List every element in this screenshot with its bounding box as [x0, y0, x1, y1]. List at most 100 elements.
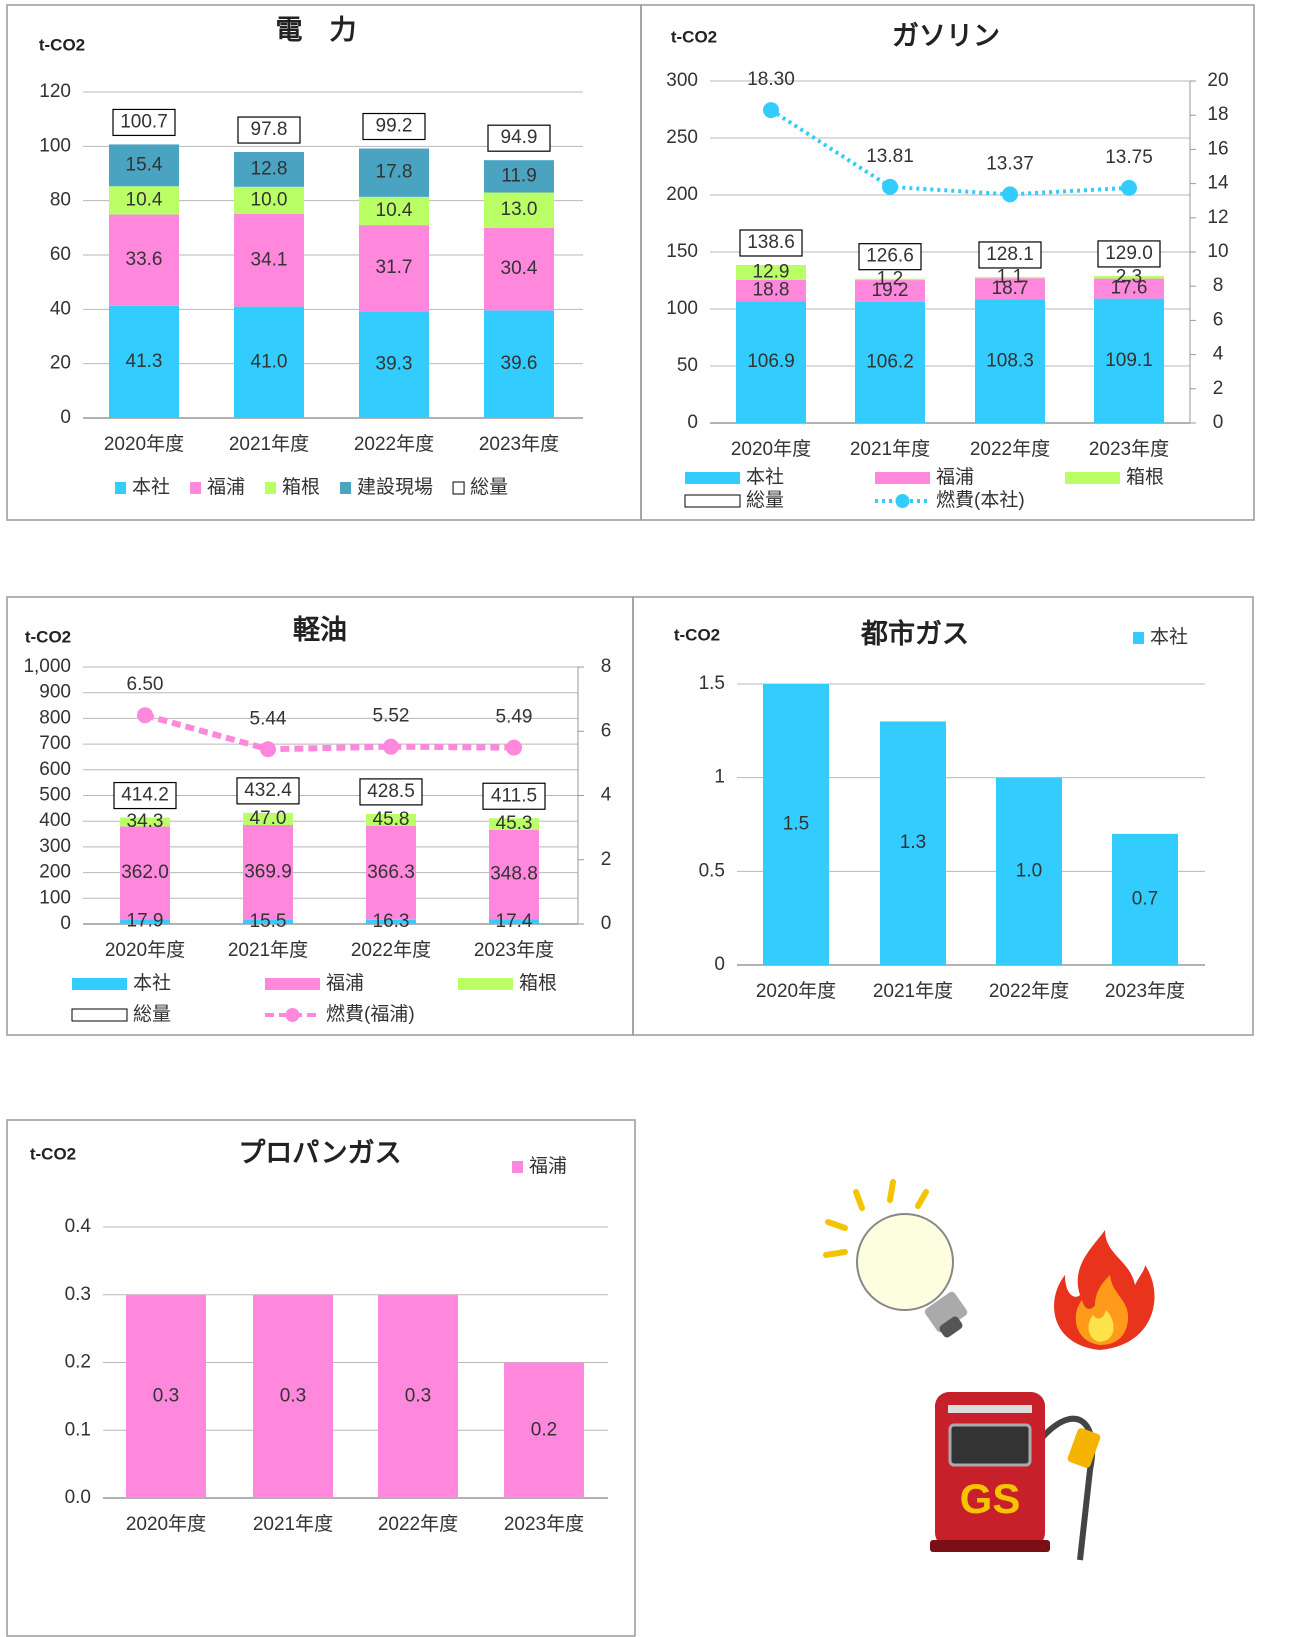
x-tick-label: 2021年度 [253, 1513, 333, 1535]
total-label: 138.6 [747, 232, 795, 253]
illustrations: GS [826, 1182, 1155, 1560]
x-tick-label: 2020年度 [105, 939, 185, 961]
y-tick-label: 0.3 [65, 1284, 91, 1305]
y-tick-label: 100 [39, 887, 71, 908]
legend-swatch [190, 482, 201, 494]
legend-label: 本社 [132, 476, 170, 498]
value-label: 109.1 [1105, 350, 1153, 371]
value-label: 1.2 [877, 268, 903, 289]
line-value-label: 5.52 [373, 706, 410, 727]
value-label: 0.7 [1132, 888, 1158, 909]
legend-label: 本社 [746, 466, 784, 488]
value-label: 13.0 [501, 199, 538, 220]
value-label: 10.0 [251, 189, 288, 210]
y-tick-label: 0 [714, 954, 725, 975]
y2-tick-label: 12 [1207, 207, 1228, 228]
y-tick-label: 0.4 [65, 1216, 92, 1237]
legend-swatch [265, 482, 276, 494]
x-tick-label: 2023年度 [1105, 980, 1185, 1002]
legend-label: 箱根 [282, 476, 320, 498]
y-tick-label: 60 [50, 244, 71, 265]
line-value-label: 18.30 [747, 69, 795, 90]
chart-panel: 軽油t-CO201002003004005006007008009001,000… [7, 597, 633, 1035]
value-label: 34.3 [127, 811, 164, 832]
y2-tick-label: 2 [1213, 378, 1224, 399]
legend-label: 総量 [133, 1003, 171, 1025]
total-label: 129.0 [1105, 243, 1153, 264]
total-label: 414.2 [121, 785, 169, 806]
y-tick-label: 40 [50, 298, 71, 319]
legend-label: 本社 [133, 972, 171, 994]
legend-swatch [115, 482, 126, 494]
line-marker [137, 707, 153, 723]
y-axis-label: t-CO2 [671, 27, 717, 46]
x-tick-label: 2022年度 [970, 438, 1050, 460]
value-label: 41.3 [126, 351, 163, 372]
y-tick-label: 700 [39, 733, 71, 754]
value-label: 1.5 [783, 814, 809, 835]
line-marker [1121, 180, 1137, 196]
x-tick-label: 2020年度 [104, 433, 184, 455]
y-tick-label: 50 [677, 355, 698, 376]
y-tick-label: 20 [50, 353, 71, 374]
line-marker [882, 179, 898, 195]
y2-tick-label: 6 [601, 720, 612, 741]
y-axis-label: t-CO2 [674, 625, 720, 644]
line-marker [383, 739, 399, 755]
line-marker [763, 102, 779, 118]
y-tick-label: 200 [666, 184, 698, 205]
gas-station-sign: GS [960, 1475, 1021, 1522]
x-tick-label: 2022年度 [354, 433, 434, 455]
total-label: 100.7 [120, 111, 168, 132]
light-bulb-icon [826, 1182, 969, 1339]
legend-label: 福浦 [936, 466, 974, 488]
value-label: 17.4 [496, 911, 533, 932]
y-tick-label: 0 [60, 407, 71, 428]
x-tick-label: 2020年度 [126, 1513, 206, 1535]
y2-tick-label: 16 [1207, 138, 1228, 159]
page: GS 電 力t-CO20204060801001202020年度2021年度20… [0, 0, 1311, 1637]
y-tick-label: 1 [714, 767, 725, 788]
legend-label: 本社 [1150, 626, 1188, 648]
value-label: 45.3 [496, 813, 533, 834]
total-label: 411.5 [491, 785, 537, 806]
value-label: 12.9 [753, 261, 790, 282]
line-value-label: 13.81 [866, 146, 914, 167]
value-label: 106.9 [747, 351, 795, 372]
y-axis-label: t-CO2 [25, 627, 71, 646]
y-axis-label: t-CO2 [39, 35, 85, 54]
line-marker [260, 741, 276, 757]
y2-tick-label: 6 [1213, 309, 1224, 330]
y-tick-label: 0 [60, 913, 71, 934]
value-label: 11.9 [501, 165, 537, 186]
value-label: 17.9 [127, 911, 164, 932]
y-tick-label: 800 [39, 707, 71, 728]
chart-panel: プロパンガスt-CO20.00.10.20.30.42020年度2021年度20… [7, 1120, 635, 1636]
y-tick-label: 250 [666, 127, 698, 148]
x-tick-label: 2021年度 [228, 939, 308, 961]
fire-icon [1054, 1230, 1154, 1350]
value-label: 0.3 [280, 1385, 306, 1406]
x-tick-label: 2021年度 [229, 433, 309, 455]
chart-title: プロパンガス [238, 1138, 401, 1168]
value-label: 30.4 [501, 258, 538, 279]
x-tick-label: 2022年度 [351, 939, 431, 961]
y-tick-label: 300 [666, 70, 698, 91]
legend-marker [286, 1008, 300, 1022]
total-label: 97.8 [251, 119, 288, 140]
x-tick-label: 2021年度 [850, 438, 930, 460]
value-label: 18.8 [753, 279, 790, 300]
y2-tick-label: 4 [1213, 344, 1224, 365]
legend-swatch [512, 1161, 523, 1173]
legend-swatch [458, 978, 513, 990]
line-value-label: 5.49 [496, 707, 533, 728]
y-tick-label: 0.1 [65, 1419, 91, 1440]
legend-label: 福浦 [529, 1155, 567, 1177]
value-label: 15.4 [126, 154, 163, 175]
y-tick-label: 600 [39, 759, 71, 780]
legend-label: 福浦 [207, 476, 245, 498]
x-tick-label: 2021年度 [873, 980, 953, 1002]
y-tick-label: 1,000 [23, 656, 71, 677]
legend-label: 福浦 [326, 972, 364, 994]
line-value-label: 13.75 [1105, 147, 1153, 168]
